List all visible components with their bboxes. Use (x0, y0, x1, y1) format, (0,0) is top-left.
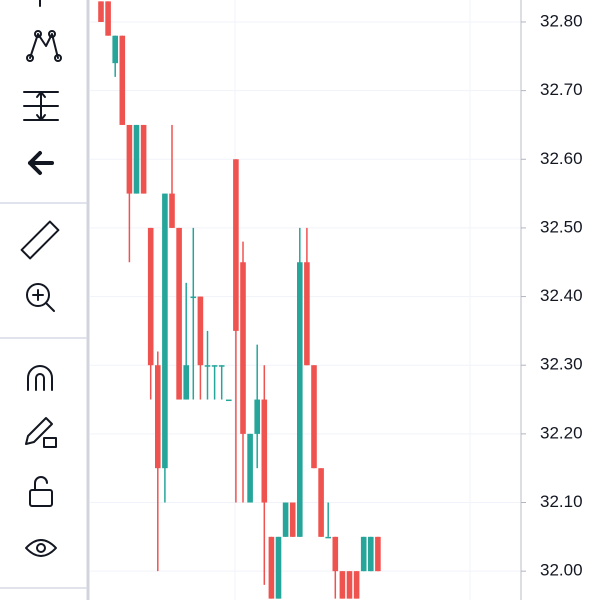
candles (98, 1, 381, 599)
candle-body (204, 365, 211, 367)
y-tick-label: 32.10 (540, 492, 583, 511)
tool-pattern[interactable] (26, 30, 62, 62)
tool-prediction[interactable] (23, 91, 59, 121)
candle-body (247, 433, 253, 503)
y-tick-label: 32.20 (540, 423, 583, 442)
candle-body (332, 536, 339, 572)
toolbar-background (0, 0, 86, 600)
price-axis-background (521, 0, 600, 600)
tool-magnet[interactable] (27, 365, 53, 391)
candle-body (339, 571, 346, 599)
candle-body (169, 193, 175, 228)
toolbar (0, 0, 90, 600)
candle-body (133, 124, 140, 194)
y-tick-label: 32.80 (540, 11, 583, 30)
candle-body (254, 399, 260, 434)
candle-body (197, 296, 204, 366)
grid (90, 21, 521, 572)
candle-body (368, 536, 374, 572)
tool-lock-drawings[interactable] (25, 417, 57, 448)
candle-body (176, 227, 182, 400)
candle-body (98, 1, 104, 22)
candle-body (105, 1, 111, 36)
candle-body (190, 296, 197, 299)
candle-body (211, 365, 218, 367)
candle-body (275, 536, 282, 599)
candle-body (375, 536, 381, 572)
tool-visibility[interactable] (25, 539, 57, 557)
candle-body (119, 35, 126, 125)
candle-body (162, 193, 168, 469)
candle-body (360, 536, 367, 572)
candle-body (311, 365, 317, 469)
candle-body (233, 159, 239, 331)
candle-body (289, 502, 296, 537)
candle-body (140, 124, 147, 194)
tool-back[interactable] (28, 151, 54, 175)
tool-ruler[interactable] (20, 220, 60, 260)
y-tick-label: 32.70 (540, 80, 583, 99)
candle-body (126, 124, 133, 194)
candle-body (325, 536, 331, 539)
candle-body (183, 365, 189, 400)
candle-body (282, 502, 289, 537)
candle-body (297, 262, 303, 537)
candle-body (147, 227, 154, 366)
candle-body (240, 262, 246, 434)
y-tick-label: 32.40 (540, 286, 583, 305)
y-tick-label: 32.50 (540, 217, 583, 236)
y-tick-label: 32.60 (540, 149, 583, 168)
y-tick-label: 32.00 (540, 561, 583, 580)
candle-body (346, 571, 353, 599)
candle-body (318, 468, 324, 537)
price-axis: 32.00 32.10 32.20 32.30 32.40 32.50 32.60 32.70… (521, 11, 583, 580)
candle-body (112, 35, 118, 64)
candle-body (353, 571, 360, 599)
candle-body (226, 399, 232, 402)
candle-body (155, 365, 161, 469)
candle-body (304, 262, 310, 366)
candle-body (218, 365, 225, 367)
candle-body (261, 399, 268, 503)
candle-body (268, 536, 275, 599)
y-tick-label: 32.30 (540, 355, 583, 374)
tool-zoom[interactable] (26, 283, 55, 312)
tool-lock[interactable] (29, 476, 53, 507)
